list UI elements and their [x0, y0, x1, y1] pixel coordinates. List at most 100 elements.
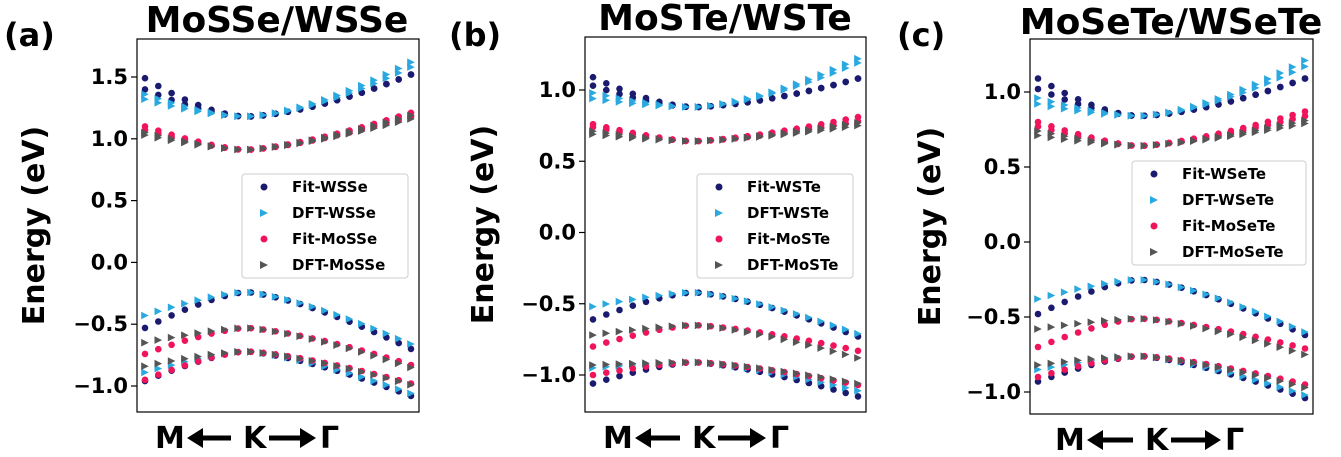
data-point	[589, 371, 597, 379]
data-point	[781, 92, 788, 100]
data-point	[1114, 277, 1122, 286]
data-point	[1301, 56, 1309, 65]
panel-3: (c) MoSeTe/WSeTe Energy (eV) 1.0 0.5 0.0 −0.5 −…	[897, 2, 1322, 457]
data-point	[841, 377, 850, 386]
data-point	[1277, 339, 1284, 346]
y-axis-label: Energy (eV)	[913, 127, 948, 326]
data-point	[1177, 283, 1186, 292]
data-point	[207, 142, 216, 151]
panel-letter: (b)	[449, 16, 501, 54]
data-point	[768, 366, 776, 374]
data-point	[830, 342, 837, 349]
data-point	[1251, 128, 1260, 137]
data-point	[629, 359, 637, 368]
data-point	[603, 369, 610, 377]
data-point	[345, 89, 354, 97]
data-point	[1127, 112, 1136, 120]
data-point	[221, 325, 229, 334]
data-point	[1252, 91, 1259, 98]
data-point	[1034, 94, 1042, 102]
data-point	[805, 87, 813, 95]
data-point	[1165, 355, 1173, 363]
panel-letter: (c)	[897, 16, 945, 54]
data-point	[1239, 94, 1247, 102]
legend-label: DFT-WSTe	[747, 204, 829, 222]
data-point	[841, 384, 850, 392]
data-point	[1048, 91, 1055, 98]
data-point	[655, 135, 664, 144]
data-point	[407, 115, 415, 123]
data-point	[1061, 366, 1068, 374]
data-point	[805, 313, 813, 322]
data-point	[817, 73, 825, 82]
data-point	[1276, 124, 1285, 132]
data-point	[603, 80, 610, 87]
left-arrow-head-icon	[187, 428, 203, 448]
data-point	[181, 105, 189, 113]
data-point	[780, 306, 789, 315]
data-point	[271, 293, 280, 301]
data-point	[271, 327, 280, 336]
y-tick-label: −0.5	[73, 312, 128, 336]
data-point	[181, 331, 189, 339]
data-point	[234, 145, 242, 154]
plot-frame	[136, 38, 420, 413]
data-point	[1301, 383, 1309, 392]
data-point	[194, 358, 202, 365]
data-point	[756, 92, 764, 101]
data-point	[1140, 142, 1149, 150]
data-point	[308, 302, 317, 311]
data-point	[1047, 133, 1056, 142]
data-point	[181, 337, 189, 345]
legend-marker	[260, 209, 268, 217]
data-point	[642, 100, 650, 109]
data-point	[1060, 321, 1069, 330]
data-point	[642, 293, 650, 302]
data-point	[1101, 280, 1109, 288]
data-point	[719, 360, 727, 368]
data-point	[1288, 63, 1297, 71]
data-point	[358, 367, 366, 376]
data-point	[616, 85, 623, 93]
data-point	[383, 80, 390, 88]
data-point	[358, 373, 366, 381]
data-point	[1276, 377, 1285, 385]
data-point	[1165, 109, 1173, 117]
data-point	[1140, 352, 1149, 361]
data-point	[1047, 102, 1056, 111]
data-point	[668, 102, 677, 111]
data-point	[854, 386, 862, 395]
data-point	[792, 129, 801, 137]
data-point	[792, 338, 801, 346]
data-point	[1152, 278, 1161, 286]
data-point	[271, 350, 280, 359]
legend-label: DFT-MoSTe	[747, 256, 838, 274]
data-point	[1276, 73, 1285, 82]
data-point	[308, 357, 317, 365]
data-point	[395, 339, 403, 347]
data-point	[589, 82, 597, 89]
data-point	[1074, 356, 1082, 365]
data-point	[1289, 79, 1296, 87]
data-point	[259, 349, 268, 357]
data-point	[284, 296, 292, 304]
data-point	[830, 386, 837, 393]
data-point	[1288, 347, 1297, 355]
data-point	[1288, 387, 1297, 395]
data-point	[793, 90, 800, 97]
data-point	[589, 73, 597, 81]
y-tick-label: 0.5	[91, 189, 128, 213]
data-point	[321, 359, 329, 368]
right-arrow-head-icon	[300, 428, 316, 448]
data-point	[407, 71, 415, 78]
data-point	[694, 321, 703, 330]
data-point	[1048, 304, 1055, 312]
data-point	[141, 376, 149, 384]
legend: Fit-WSeTe DFT-WSeTe Fit-MoSeTe DFT-MoSeTe	[1131, 160, 1307, 266]
data-point	[333, 341, 341, 349]
data-point	[407, 63, 415, 71]
data-point	[154, 99, 163, 107]
legend-label: Fit-WSeTe	[1182, 165, 1266, 183]
data-point	[780, 367, 789, 376]
